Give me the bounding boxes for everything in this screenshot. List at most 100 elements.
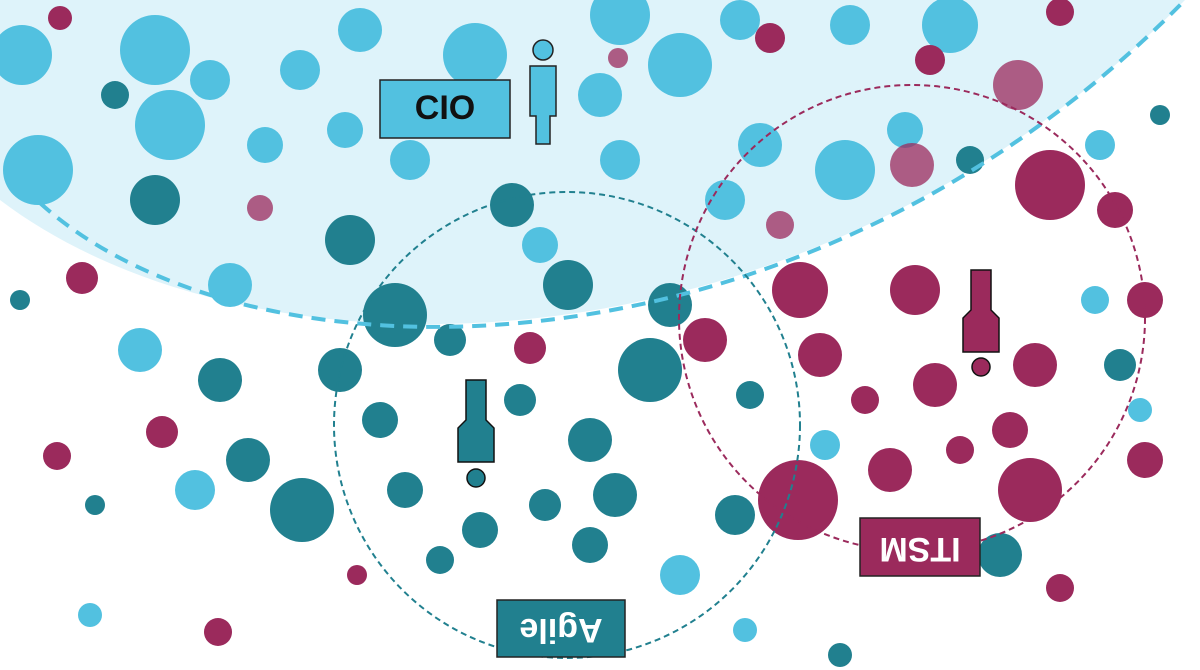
bubble xyxy=(247,195,273,221)
bubble xyxy=(608,48,628,68)
bubble xyxy=(522,227,558,263)
bubble xyxy=(715,495,755,535)
bubble xyxy=(828,643,852,667)
bubble xyxy=(915,45,945,75)
bubble xyxy=(78,603,102,627)
bubble xyxy=(190,60,230,100)
bubble xyxy=(66,262,98,294)
bubble xyxy=(325,215,375,265)
bubble xyxy=(956,146,984,174)
bubble xyxy=(755,23,785,53)
bubble xyxy=(992,412,1028,448)
agile-box xyxy=(496,599,626,658)
bubble xyxy=(514,332,546,364)
cio-label: CIO xyxy=(415,89,475,127)
bubble xyxy=(998,458,1062,522)
bubble xyxy=(648,33,712,97)
bubble xyxy=(660,555,700,595)
bubble xyxy=(146,416,178,448)
bubble xyxy=(1104,349,1136,381)
bubble xyxy=(204,618,232,646)
bubble xyxy=(868,448,912,492)
bubble xyxy=(1046,574,1074,602)
bubble xyxy=(318,348,362,392)
bubble xyxy=(922,0,978,53)
bubble xyxy=(434,324,466,356)
bubble xyxy=(1085,130,1115,160)
bubble xyxy=(798,333,842,377)
bubble xyxy=(362,402,398,438)
bubble xyxy=(830,5,870,45)
agile-icon xyxy=(457,379,495,488)
bubble xyxy=(0,25,52,85)
bubble xyxy=(1046,0,1074,26)
bubble xyxy=(593,473,637,517)
bubble xyxy=(118,328,162,372)
bubble xyxy=(568,418,612,462)
bubble xyxy=(1128,398,1152,422)
bubble xyxy=(738,123,782,167)
bubble xyxy=(851,386,879,414)
bubble xyxy=(130,175,180,225)
bubble xyxy=(890,143,934,187)
bubble xyxy=(543,260,593,310)
bubble xyxy=(978,533,1022,577)
bubble xyxy=(683,318,727,362)
itsm-label: ITSM xyxy=(879,530,960,568)
bubble xyxy=(135,90,205,160)
bubble xyxy=(120,15,190,85)
bubble xyxy=(10,290,30,310)
bubble xyxy=(426,546,454,574)
bubble xyxy=(733,618,757,642)
bubble xyxy=(810,430,840,460)
bubble xyxy=(490,183,534,227)
bubble xyxy=(618,338,682,402)
bubble xyxy=(913,363,957,407)
bubble xyxy=(280,50,320,90)
bubble xyxy=(736,381,764,409)
bubble xyxy=(815,140,875,200)
bubble xyxy=(766,211,794,239)
bubble xyxy=(462,512,498,548)
bubble xyxy=(247,127,283,163)
bubble xyxy=(529,489,561,521)
bubble xyxy=(648,283,692,327)
bubble xyxy=(887,112,923,148)
bubble xyxy=(226,438,270,482)
bubble xyxy=(327,112,363,148)
bubble xyxy=(270,478,334,542)
bubble xyxy=(705,180,745,220)
bubble xyxy=(85,495,105,515)
bubbles xyxy=(0,0,1170,667)
bubble xyxy=(993,60,1043,110)
bubble xyxy=(1013,343,1057,387)
bubble xyxy=(720,0,760,40)
person-icon xyxy=(529,39,557,145)
bubble xyxy=(338,8,382,52)
cio-box xyxy=(379,79,511,139)
itsm-box xyxy=(859,517,981,577)
bubble xyxy=(572,527,608,563)
bubble xyxy=(175,470,215,510)
bubble xyxy=(198,358,242,402)
cio-boundary xyxy=(38,0,1187,329)
agile-boundary xyxy=(333,191,801,659)
bubble xyxy=(1127,442,1163,478)
bubble xyxy=(758,460,838,540)
bubble xyxy=(390,140,430,180)
bubble xyxy=(1097,192,1133,228)
bubble xyxy=(1015,150,1085,220)
bubble xyxy=(578,73,622,117)
bubble xyxy=(387,472,423,508)
bubble xyxy=(946,436,974,464)
bubble xyxy=(1150,105,1170,125)
bubble xyxy=(443,23,507,87)
bubble xyxy=(48,6,72,30)
bubble xyxy=(504,384,536,416)
bubble xyxy=(590,0,650,45)
itsm-icon xyxy=(962,269,1000,377)
bubble xyxy=(890,265,940,315)
bubble xyxy=(101,81,129,109)
